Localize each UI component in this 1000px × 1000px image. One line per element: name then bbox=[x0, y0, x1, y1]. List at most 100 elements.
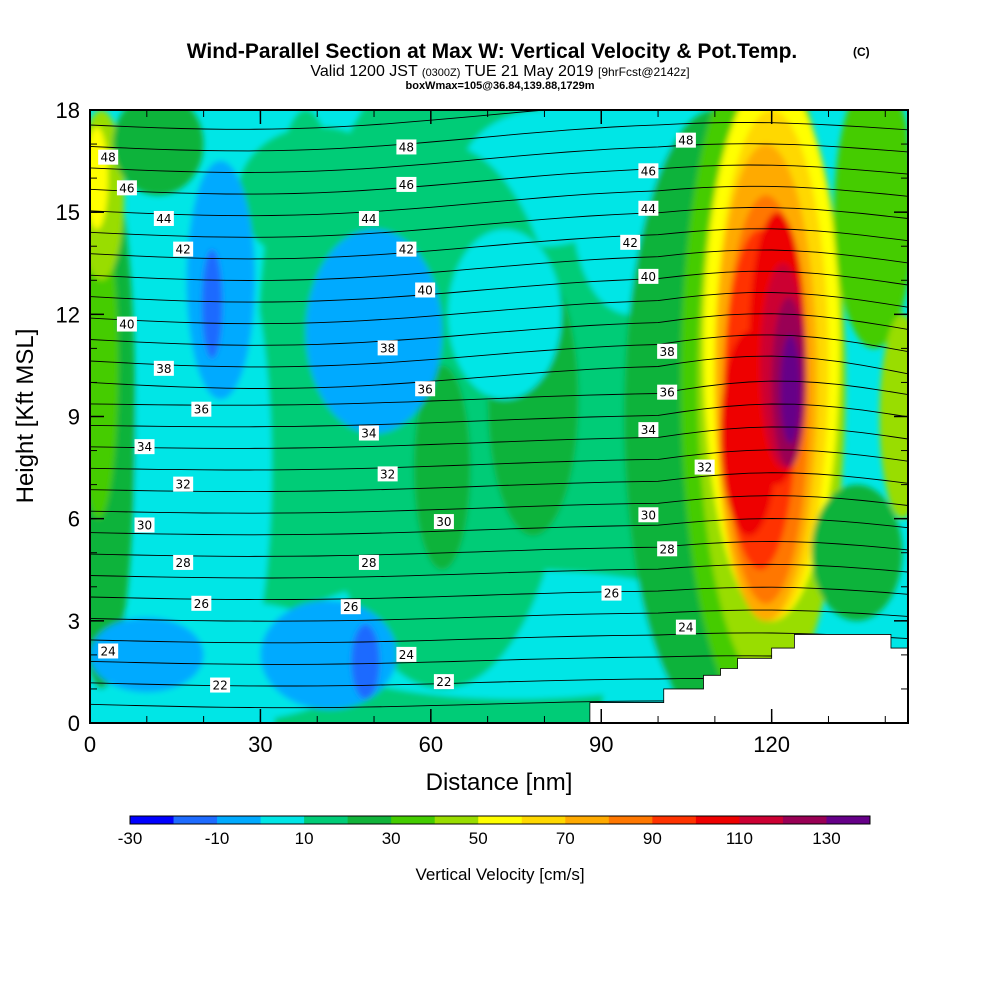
colorbar-tick-label: 50 bbox=[469, 829, 488, 848]
theta-label-box bbox=[153, 360, 174, 376]
chart-title: Wind-Parallel Section at Max W: Vertical… bbox=[187, 40, 798, 63]
theta-label-box bbox=[620, 234, 641, 250]
theta-contour bbox=[90, 426, 908, 449]
theta-label-box bbox=[638, 268, 659, 284]
colorbar-swatch bbox=[173, 816, 218, 824]
theta-label-box bbox=[191, 401, 212, 417]
theta-label: 40 bbox=[418, 283, 433, 297]
colorbar-frame bbox=[129, 815, 871, 825]
theta-label-box bbox=[210, 677, 231, 693]
theta-label-box bbox=[173, 554, 194, 570]
theta-label-box bbox=[396, 646, 417, 662]
subtitle-utc: (0300Z) bbox=[422, 67, 461, 79]
theta-contour bbox=[90, 586, 908, 601]
subtitle-fcst: [9hrFcst@2142z] bbox=[598, 65, 690, 79]
theta-label-box bbox=[433, 674, 454, 690]
theta-label: 32 bbox=[380, 467, 395, 481]
theta-label: 22 bbox=[212, 679, 227, 693]
theta-label-box bbox=[358, 210, 379, 226]
theta-label-box bbox=[396, 176, 417, 192]
x-tick-label: 30 bbox=[248, 732, 272, 757]
theta-label: 24 bbox=[399, 648, 414, 662]
theta-label: 36 bbox=[418, 382, 433, 396]
colorbar-tick-label: 70 bbox=[556, 829, 575, 848]
theta-label: 34 bbox=[641, 423, 656, 437]
theta-label: 44 bbox=[641, 202, 656, 216]
terrain-profile bbox=[589, 634, 908, 723]
y-tick-label: 15 bbox=[56, 200, 80, 225]
subtitle-date: TUE 21 May 2019 bbox=[465, 63, 594, 80]
theta-label: 46 bbox=[641, 164, 656, 178]
colorbar-swatch bbox=[304, 816, 349, 824]
colorbar-swatch bbox=[608, 816, 653, 824]
y-tick-label: 9 bbox=[68, 405, 80, 430]
theta-label-box bbox=[173, 476, 194, 492]
theta-contour bbox=[90, 110, 551, 130]
theta-label-box bbox=[134, 439, 155, 455]
colorbar-swatch bbox=[217, 816, 262, 824]
theta-contour bbox=[90, 185, 908, 217]
theta-contour bbox=[90, 207, 908, 238]
colorbar-swatch bbox=[434, 816, 479, 824]
theta-contour bbox=[90, 403, 908, 428]
velocity-blob bbox=[90, 617, 204, 693]
chart-title-mark: (C) bbox=[853, 45, 870, 59]
colorbar-swatch bbox=[478, 816, 523, 824]
theta-label-box bbox=[638, 507, 659, 523]
theta-label: 26 bbox=[343, 600, 358, 614]
x-tick-label: 60 bbox=[419, 732, 443, 757]
colorbar-swatch bbox=[652, 816, 697, 824]
theta-label: 28 bbox=[660, 542, 675, 556]
colorbar-swatch bbox=[130, 816, 175, 824]
y-tick-label: 6 bbox=[68, 507, 80, 532]
theta-contour bbox=[90, 249, 908, 281]
theta-contour bbox=[90, 540, 908, 557]
velocity-blob bbox=[90, 212, 119, 519]
x-tick-label: 120 bbox=[753, 732, 790, 757]
theta-label: 42 bbox=[399, 243, 414, 257]
y-tick-label: 18 bbox=[56, 98, 80, 123]
chart-subtitle-box: boxWmax=105@36.84,139.88,1729m bbox=[406, 80, 595, 92]
theta-contour bbox=[90, 313, 908, 346]
theta-label: 30 bbox=[436, 515, 451, 529]
theta-label-box bbox=[638, 422, 659, 438]
theta-label-box bbox=[358, 425, 379, 441]
colorbar-tick-label: 30 bbox=[382, 829, 401, 848]
theta-label: 26 bbox=[604, 587, 619, 601]
colorbar-tick-label: -10 bbox=[205, 829, 230, 848]
terrain bbox=[589, 634, 908, 723]
colorbar: -30 -10 10 30 50 70 90 110 130 bbox=[118, 815, 871, 848]
theta-label: 34 bbox=[137, 440, 152, 454]
theta-contour bbox=[90, 563, 908, 579]
theta-label-box bbox=[433, 514, 454, 530]
theta-contour bbox=[90, 143, 908, 173]
theta-contour-labels: 48 46 44 42 40 38 36 34 32 30 28 26 24 22 48 46 44 42 40 38… bbox=[98, 132, 715, 693]
velocity-blob bbox=[201, 249, 223, 359]
velocity-blob bbox=[112, 110, 204, 196]
theta-label-box bbox=[638, 163, 659, 179]
theta-contour bbox=[90, 495, 908, 514]
theta-contour bbox=[90, 270, 908, 303]
velocity-blob bbox=[237, 127, 397, 264]
theta-label-box bbox=[657, 541, 678, 557]
theta-label: 28 bbox=[176, 556, 191, 570]
theta-label-box bbox=[415, 282, 436, 298]
theta-label-box bbox=[415, 381, 436, 397]
chart-subtitle: Valid 1200 JST (0300Z) TUE 21 May 2019 [… bbox=[310, 63, 689, 80]
velocity-blob bbox=[351, 624, 380, 700]
theta-label-box bbox=[134, 517, 155, 533]
colorbar-tick-label: 10 bbox=[295, 829, 314, 848]
plot-area: 48 46 44 42 40 38 36 34 32 30 28 26 24 22 48 46 44 42 40 38… bbox=[90, 110, 908, 723]
theta-contour bbox=[90, 228, 908, 260]
theta-label-box bbox=[675, 619, 696, 635]
theta-label-box bbox=[657, 343, 678, 359]
theta-contour bbox=[90, 380, 908, 406]
theta-label-box bbox=[675, 132, 696, 148]
theta-label: 28 bbox=[361, 556, 376, 570]
theta-label-box bbox=[638, 200, 659, 216]
theta-label: 46 bbox=[119, 181, 134, 195]
theta-contour bbox=[90, 355, 908, 389]
x-tick-label: 90 bbox=[589, 732, 613, 757]
